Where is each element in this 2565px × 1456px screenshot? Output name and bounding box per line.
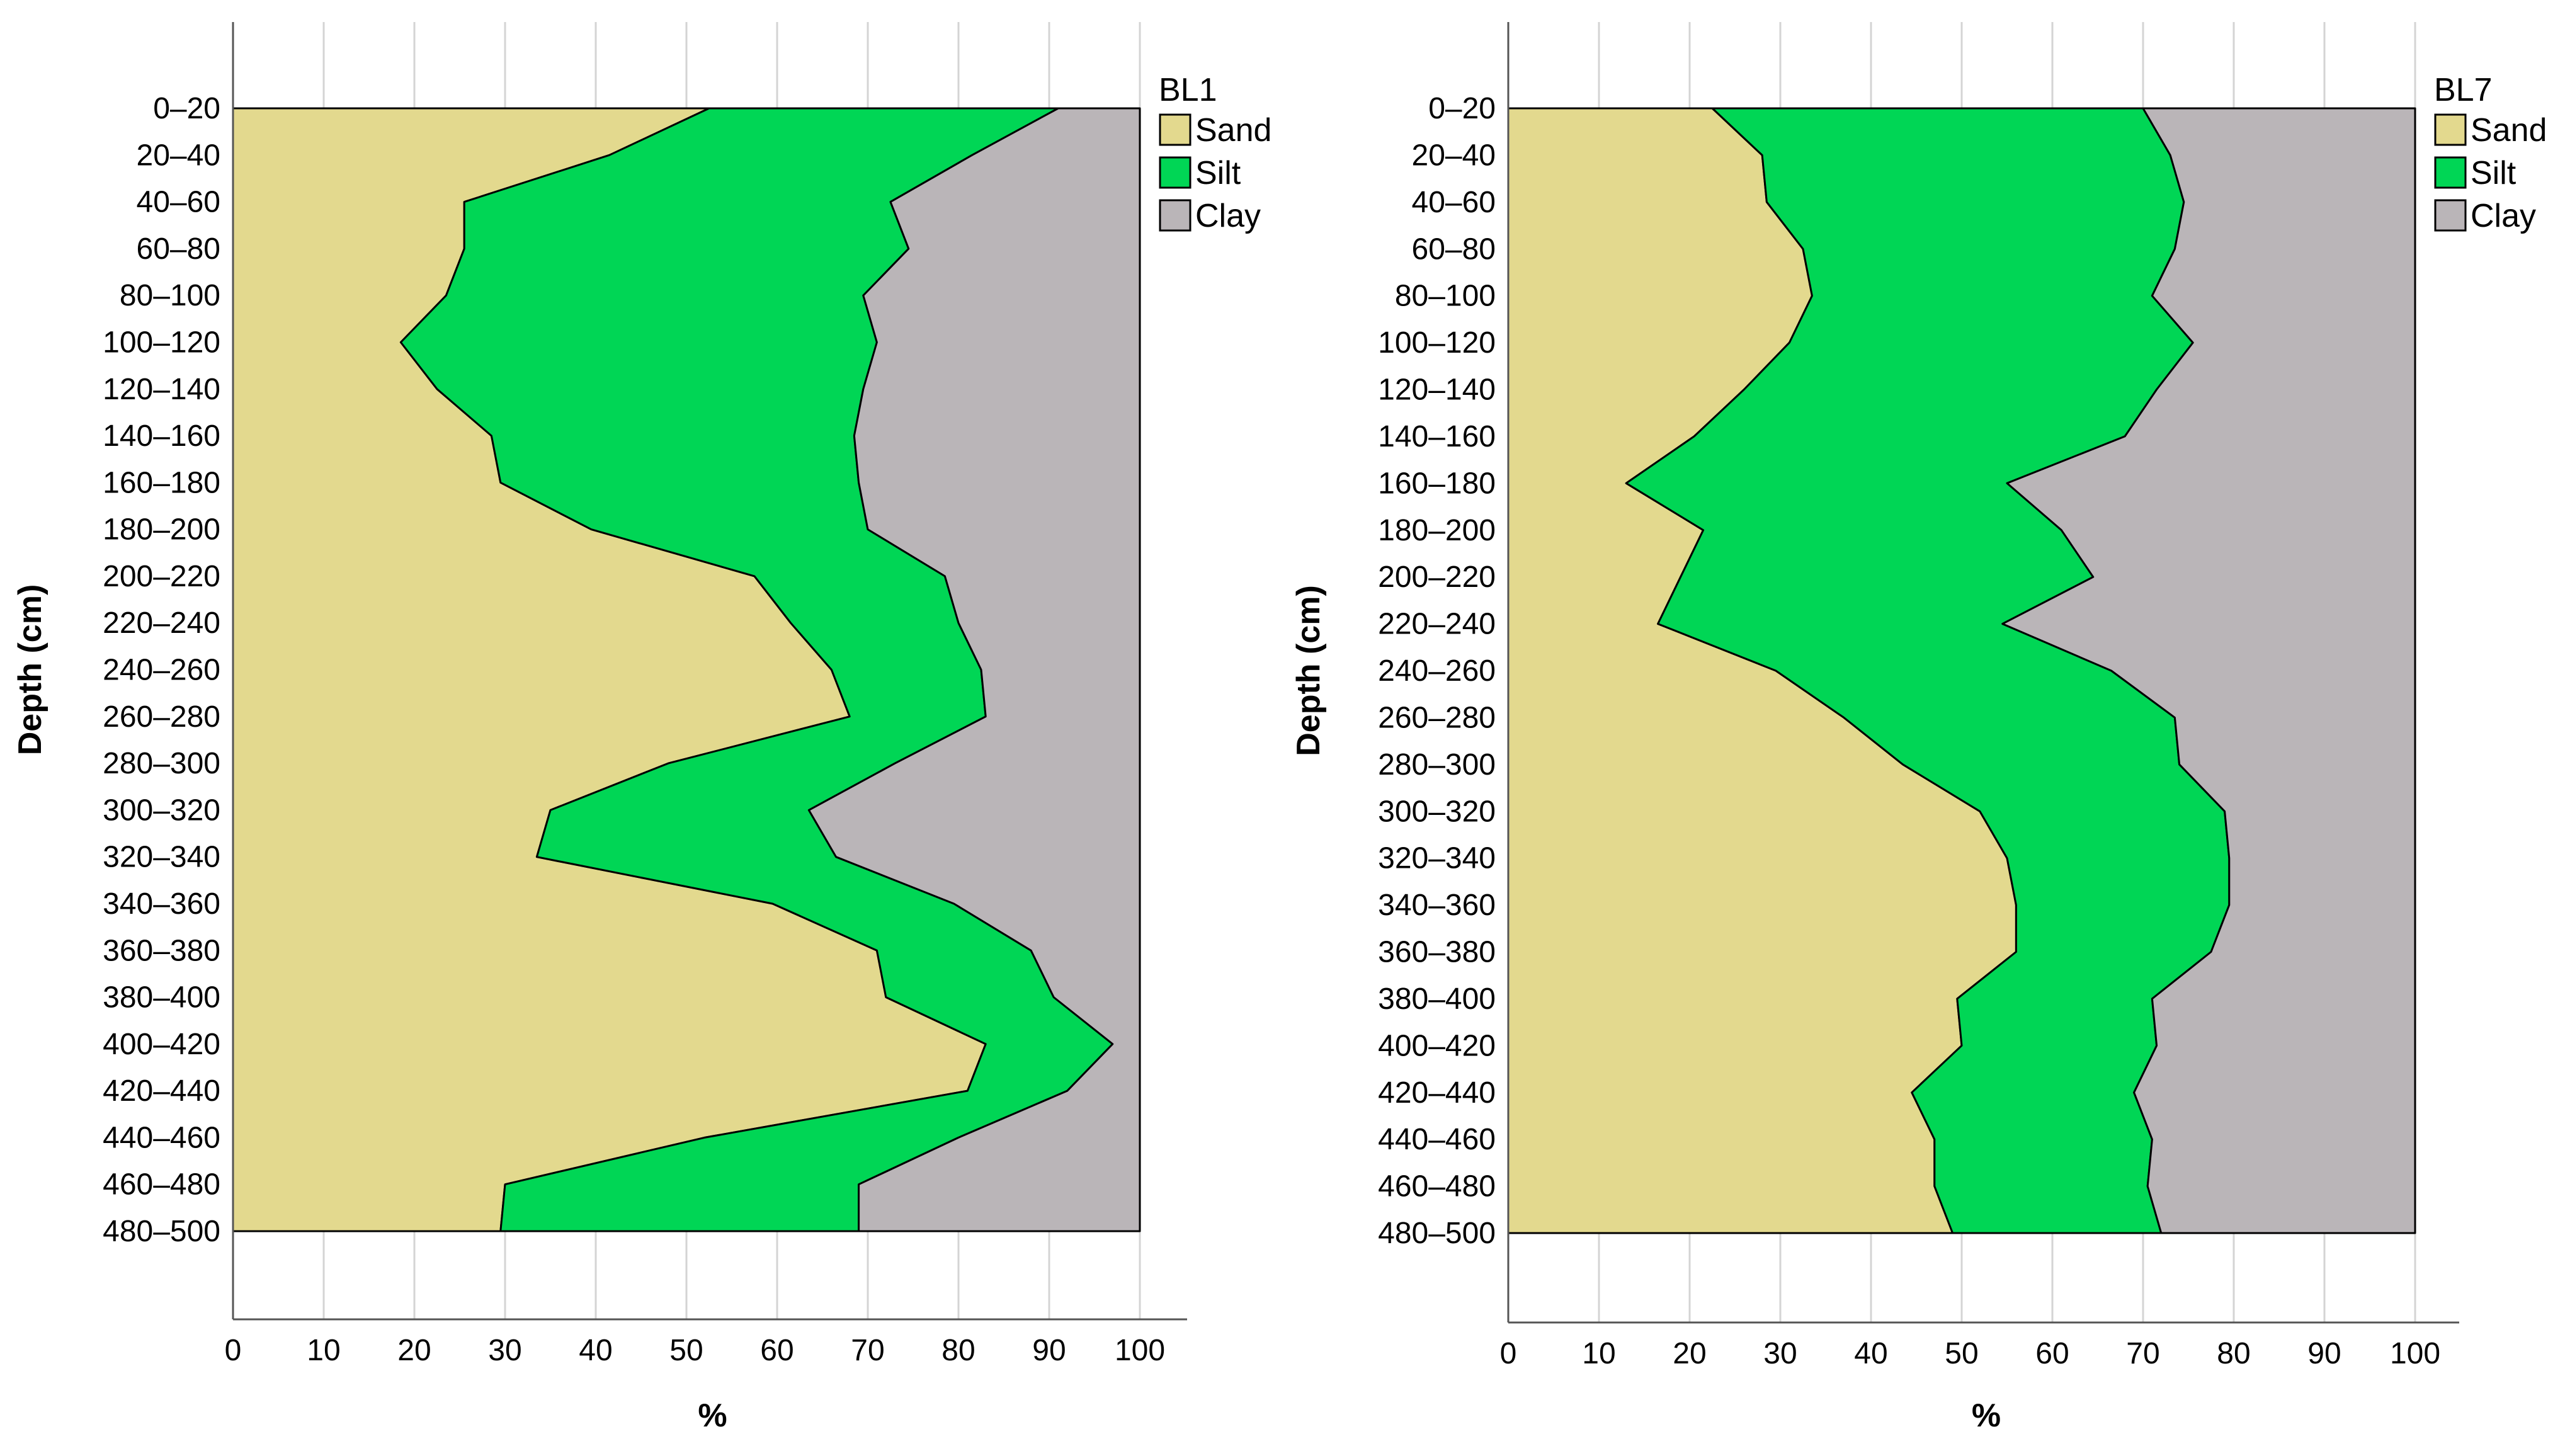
area-clay	[2001, 107, 2416, 1234]
y-tick-label: 100–120	[1378, 326, 1496, 360]
y-tick-label: 360–380	[1378, 936, 1496, 969]
y-tick-label: 260–280	[1378, 701, 1496, 734]
y-tick-label: 200–220	[103, 560, 220, 593]
legend-label-clay: Clay	[1195, 198, 1261, 234]
y-tick-label: 80–100	[1395, 280, 1496, 313]
y-tick-label: 380–400	[103, 981, 220, 1015]
x-tick-label: 0	[225, 1334, 242, 1367]
y-tick-label: 60–80	[137, 232, 220, 266]
legend-swatch-silt	[2434, 156, 2467, 189]
x-tick-label: 50	[1945, 1337, 1978, 1370]
y-tick-label: 180–200	[1378, 514, 1496, 547]
y-tick-label: 240–260	[1378, 654, 1496, 688]
legend: BL1 Sand Silt Clay	[1159, 72, 1271, 234]
x-axis-title: %	[698, 1397, 727, 1434]
y-tick-label: 20–40	[1412, 139, 1496, 172]
y-tick-label: 140–160	[103, 419, 220, 453]
x-axis-title: %	[1972, 1397, 2001, 1434]
y-tick-label: 400–420	[1378, 1029, 1496, 1062]
x-tick-label: 30	[1763, 1337, 1797, 1370]
y-tick-label: 380–400	[1378, 982, 1496, 1016]
x-tick-label: 0	[1500, 1337, 1517, 1370]
y-axis-title: Depth (cm)	[1290, 585, 1327, 756]
y-tick-label: 320–340	[103, 841, 220, 874]
y-tick-label: 280–300	[103, 747, 220, 780]
y-tick-label: 20–40	[137, 139, 220, 172]
legend-label-sand: Sand	[2471, 112, 2547, 149]
y-tick-label: 440–460	[1378, 1123, 1496, 1156]
legend-label-silt: Silt	[1195, 155, 1241, 191]
y-tick-label: 220–240	[1378, 608, 1496, 641]
area-clay	[807, 107, 1141, 1232]
y-tick-label: 420–440	[1378, 1076, 1496, 1110]
y-tick-label: 280–300	[1378, 748, 1496, 782]
y-tick-label: 0–20	[153, 92, 220, 125]
y-tick-label: 460–480	[1378, 1170, 1496, 1203]
y-tick-label: 140–160	[1378, 420, 1496, 453]
x-tick-label: 60	[2035, 1337, 2069, 1370]
chart-panel-bl1: 0 10 20 30 40 50 60 70 80 90 100 0–20 20–40 40–60 60–8…	[12, 22, 1271, 1434]
x-tick-label: 80	[2217, 1337, 2250, 1370]
x-tick-label: 80	[941, 1334, 975, 1367]
x-tick-label: 70	[851, 1334, 884, 1367]
y-tick-label: 180–200	[103, 513, 220, 547]
x-tick-label: 40	[1854, 1337, 1887, 1370]
y-tick-label: 40–60	[137, 186, 220, 219]
x-tick-label: 50	[669, 1334, 703, 1367]
y-tick-label: 480–500	[103, 1215, 220, 1248]
legend-label-clay: Clay	[2471, 198, 2536, 234]
y-tick-label: 200–220	[1378, 560, 1496, 594]
legend-label-sand: Sand	[1195, 112, 1271, 149]
y-tick-label: 100–120	[103, 326, 220, 359]
y-tick-label: 160–180	[103, 466, 220, 499]
x-tick-label: 10	[307, 1334, 340, 1367]
y-tick-label: 220–240	[103, 606, 220, 640]
legend-label-silt: Silt	[2471, 155, 2517, 191]
x-tick-label: 40	[579, 1334, 612, 1367]
chart-panel-bl7: 0 10 20 30 40 50 60 70 80 90 100 0–20 20–40 40–60 60–8…	[1290, 22, 2547, 1434]
x-tick-label: 30	[488, 1334, 521, 1367]
y-tick-label: 60–80	[1412, 232, 1496, 266]
y-tick-label: 320–340	[1378, 842, 1496, 875]
y-tick-label: 420–440	[103, 1074, 220, 1108]
y-axis-title: Depth (cm)	[12, 584, 48, 756]
x-tick-label: 70	[2126, 1337, 2159, 1370]
y-tick-label: 300–320	[1378, 795, 1496, 828]
x-tick-label: 100	[2390, 1337, 2440, 1370]
x-tick-label: 10	[1582, 1337, 1615, 1370]
y-tick-label: 0–20	[1428, 92, 1496, 125]
y-tick-label: 300–320	[103, 793, 220, 827]
legend-swatch-silt	[1159, 156, 1192, 189]
x-tick-label: 60	[760, 1334, 793, 1367]
y-tick-label: 460–480	[103, 1168, 220, 1202]
legend: BL7 Sand Silt Clay	[2434, 72, 2547, 234]
x-tick-label: 90	[1032, 1334, 1066, 1367]
x-tick-label: 90	[2307, 1337, 2341, 1370]
legend-swatch-clay	[2434, 199, 2467, 232]
y-tick-label: 240–260	[103, 654, 220, 687]
y-tick-label: 160–180	[1378, 467, 1496, 500]
y-tick-label: 340–360	[103, 887, 220, 921]
y-tick-label: 400–420	[103, 1028, 220, 1061]
x-tick-label: 20	[397, 1334, 431, 1367]
legend-swatch-sand	[2434, 113, 2467, 146]
y-tick-label: 120–140	[103, 373, 220, 406]
legend-title: BL1	[1159, 72, 1217, 108]
y-tick-label: 440–460	[103, 1121, 220, 1154]
y-tick-label: 340–360	[1378, 889, 1496, 922]
x-tick-label: 20	[1673, 1337, 1706, 1370]
legend-title: BL7	[2434, 72, 2493, 108]
x-tick-label: 100	[1115, 1334, 1165, 1367]
y-tick-label: 80–100	[120, 279, 220, 312]
y-tick-label: 40–60	[1412, 186, 1496, 219]
legend-swatch-clay	[1159, 199, 1192, 232]
legend-swatch-sand	[1159, 113, 1192, 146]
y-tick-label: 360–380	[103, 934, 220, 967]
y-tick-label: 260–280	[103, 700, 220, 734]
y-tick-label: 120–140	[1378, 373, 1496, 407]
y-tick-label: 480–500	[1378, 1217, 1496, 1250]
